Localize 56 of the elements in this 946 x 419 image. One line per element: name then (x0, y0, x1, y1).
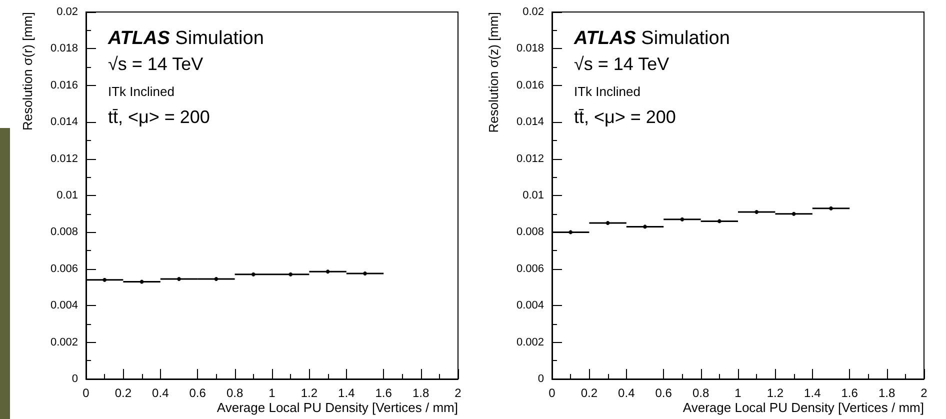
y-tick-label: 0.006 (516, 262, 544, 275)
x-tick-label: 1.2 (300, 386, 318, 400)
y-tick-label: 0.014 (516, 116, 544, 128)
x-tick-label: 1.8 (878, 386, 896, 400)
y-tick-label: 0.018 (50, 42, 78, 55)
annotation: ATLAS Simulation (573, 28, 730, 49)
y-tick-label: 0.016 (50, 79, 78, 92)
x-tick-label: 0.4 (618, 386, 636, 400)
y-tick-label: 0.02 (56, 6, 78, 18)
x-tick-label: 1.8 (412, 386, 430, 400)
x-tick-label: 0.8 (692, 386, 710, 400)
x-tick-label: 0.6 (189, 386, 206, 400)
y-tick-label: 0.016 (516, 79, 544, 92)
annotation: ITk Inclined (574, 84, 640, 99)
y-tick-label: 0.008 (50, 226, 78, 238)
annotation: tt̄, <μ> = 200 (108, 107, 210, 127)
x-tick-label: 2 (920, 386, 928, 400)
annotation: √s = 14 TeV (574, 54, 670, 74)
y-tick-label: 0.004 (516, 300, 544, 312)
x-axis-title: Average Local PU Density [Vertices / mm] (682, 400, 924, 415)
x-tick-label: 1.6 (841, 386, 858, 400)
y-tick-label: 0.018 (516, 42, 544, 55)
y-tick-label: 0.006 (50, 262, 78, 275)
annotation: ITk Inclined (108, 84, 174, 99)
x-tick-label: 0.2 (114, 386, 132, 400)
y-tick-label: 0 (72, 373, 78, 385)
y-tick-label: 0.002 (516, 336, 544, 348)
x-tick-label: 0.2 (580, 386, 598, 400)
x-tick-label: 0.4 (152, 386, 170, 400)
annotation: ATLAS Simulation (107, 28, 264, 49)
x-tick-label: 0 (82, 386, 90, 400)
x-tick-label: 1 (268, 386, 276, 400)
y-tick-label: 0.012 (516, 152, 544, 165)
y-tick-label: 0.01 (522, 190, 544, 202)
y-tick-label: 0.012 (50, 152, 78, 165)
y-tick-label: 0.008 (516, 226, 544, 238)
x-tick-label: 1 (734, 386, 742, 400)
y-tick-label: 0.014 (50, 116, 78, 128)
y-axis-title: Resolution σ(z) [mm] (486, 12, 501, 133)
y-axis-title: Resolution σ(r) [mm] (20, 12, 35, 131)
x-axis-title: Average Local PU Density [Vertices / mm] (216, 400, 458, 415)
y-tick-label: 0.004 (50, 300, 78, 312)
y-tick-label: 0.002 (50, 336, 78, 348)
y-tick-label: 0.01 (56, 190, 78, 202)
x-tick-label: 1.4 (338, 386, 356, 400)
x-tick-label: 2 (454, 386, 462, 400)
x-tick-label: 0 (548, 386, 556, 400)
annotation: √s = 14 TeV (108, 54, 204, 74)
annotation: tt̄, <μ> = 200 (574, 107, 676, 127)
x-tick-label: 1.6 (375, 386, 392, 400)
x-tick-label: 1.4 (804, 386, 822, 400)
y-tick-label: 0 (538, 373, 544, 385)
x-tick-label: 0.8 (226, 386, 244, 400)
x-tick-label: 0.6 (655, 386, 672, 400)
x-tick-label: 1.2 (766, 386, 784, 400)
y-tick-label: 0.02 (522, 6, 544, 18)
